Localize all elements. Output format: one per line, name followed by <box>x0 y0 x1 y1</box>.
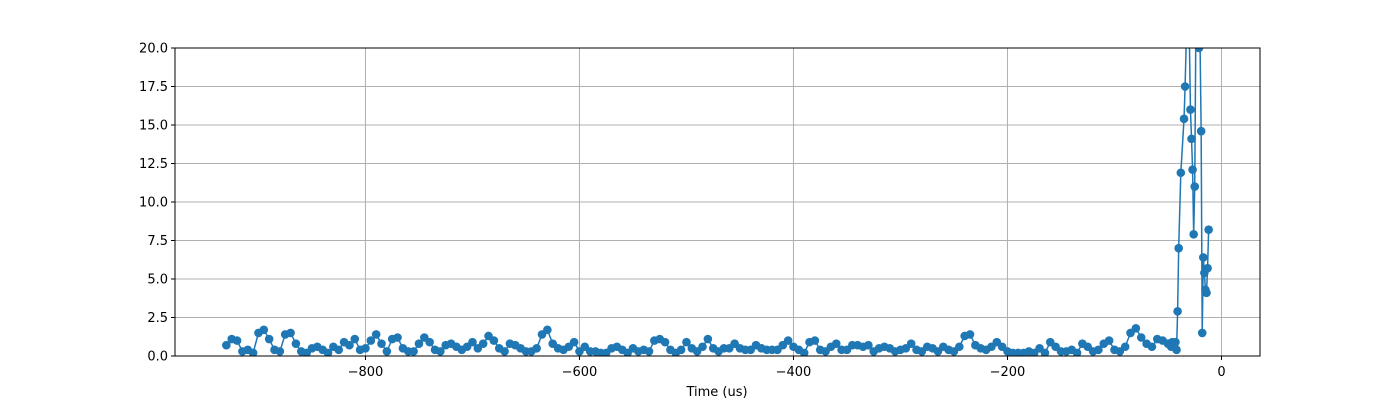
y-tick-label: 5.0 <box>147 273 168 288</box>
data-point <box>698 342 707 352</box>
data-point <box>1094 345 1103 355</box>
data-point <box>783 336 793 345</box>
data-point <box>414 339 424 348</box>
series-line <box>225 48 1210 354</box>
data-point <box>955 342 964 352</box>
data-point <box>1131 323 1141 333</box>
data-point <box>1104 336 1114 345</box>
data-point <box>1185 36 1194 45</box>
data-point <box>259 325 269 335</box>
y-tick-label: 0.0 <box>147 350 168 365</box>
data-point <box>371 330 381 339</box>
data-point <box>1187 134 1196 144</box>
x-axis-title: Time (us) <box>685 385 747 400</box>
data-point <box>1172 345 1181 355</box>
data-point <box>1176 168 1186 178</box>
data-point <box>1120 342 1130 352</box>
data-point <box>361 344 370 353</box>
data-point <box>906 339 916 348</box>
data-point <box>1196 126 1206 136</box>
series-layer <box>222 13 1213 356</box>
data-point <box>323 348 333 356</box>
x-tick-label: −200 <box>990 365 1026 380</box>
data-point <box>382 347 392 356</box>
data-point <box>1192 31 1201 40</box>
data-point <box>393 333 402 342</box>
data-point <box>468 337 477 347</box>
y-tick-label: 15.0 <box>139 119 168 134</box>
data-point <box>660 337 670 347</box>
data-point <box>1194 39 1203 48</box>
data-point <box>1186 105 1195 114</box>
data-point <box>1188 165 1197 174</box>
data-point <box>377 339 386 348</box>
data-point <box>500 347 509 356</box>
data-point <box>965 330 975 339</box>
data-point <box>409 347 418 356</box>
y-tick-label: 10.0 <box>139 196 168 211</box>
data-point <box>864 340 873 350</box>
data-point <box>1189 230 1198 239</box>
x-tick-label: −600 <box>562 365 598 380</box>
data-point <box>703 334 713 344</box>
data-point <box>532 344 541 353</box>
data-point <box>676 345 686 355</box>
data-point <box>644 347 654 356</box>
data-point <box>1202 288 1211 298</box>
data-point <box>1136 333 1146 342</box>
data-point <box>569 337 579 347</box>
data-point <box>334 345 344 355</box>
x-tick-label: −400 <box>776 365 812 380</box>
data-point <box>1182 39 1191 48</box>
x-tick-label: −800 <box>348 365 384 380</box>
data-point <box>799 348 809 356</box>
data-point <box>436 347 445 356</box>
data-point <box>1193 28 1202 37</box>
data-point <box>222 340 231 350</box>
x-tick-label: 0 <box>1217 365 1225 380</box>
data-point <box>275 347 285 356</box>
data-point <box>1173 307 1182 316</box>
data-point <box>478 339 488 348</box>
data-point <box>489 336 499 345</box>
data-point <box>366 336 376 345</box>
y-axis: 0.0 2.5 5.0 7.5 10.0 12.5 15.0 17.5 20.0 <box>139 42 175 365</box>
data-point <box>1180 82 1190 91</box>
y-tick-label: 17.5 <box>139 80 168 95</box>
data-point <box>350 334 360 344</box>
data-point <box>1183 28 1192 37</box>
data-point <box>682 337 691 347</box>
data-point <box>425 337 434 347</box>
data-point <box>810 336 820 345</box>
data-point <box>248 348 258 356</box>
data-point <box>1179 114 1189 124</box>
data-point <box>1171 337 1180 347</box>
data-point <box>543 325 552 335</box>
data-point <box>1198 253 1208 262</box>
data-point <box>1184 13 1193 22</box>
data-point <box>831 339 841 348</box>
data-point <box>1147 342 1157 352</box>
data-point <box>1203 263 1212 273</box>
data-point <box>1174 243 1183 253</box>
x-axis: −800 −600 −400 −200 0 <box>348 356 1226 380</box>
grid <box>175 47 1260 357</box>
data-point <box>286 328 295 338</box>
data-point <box>264 334 274 344</box>
data-point <box>232 336 242 345</box>
data-point <box>1204 225 1213 235</box>
data-point <box>1197 328 1207 338</box>
data-point <box>291 339 301 348</box>
y-tick-label: 7.5 <box>147 234 168 249</box>
data-point <box>1190 182 1200 191</box>
data-point <box>1072 348 1082 356</box>
y-tick-label: 2.5 <box>147 311 168 326</box>
data-point <box>1040 348 1050 356</box>
y-tick-label: 20.0 <box>139 42 168 57</box>
y-tick-label: 12.5 <box>139 157 168 172</box>
data-point <box>345 340 354 350</box>
